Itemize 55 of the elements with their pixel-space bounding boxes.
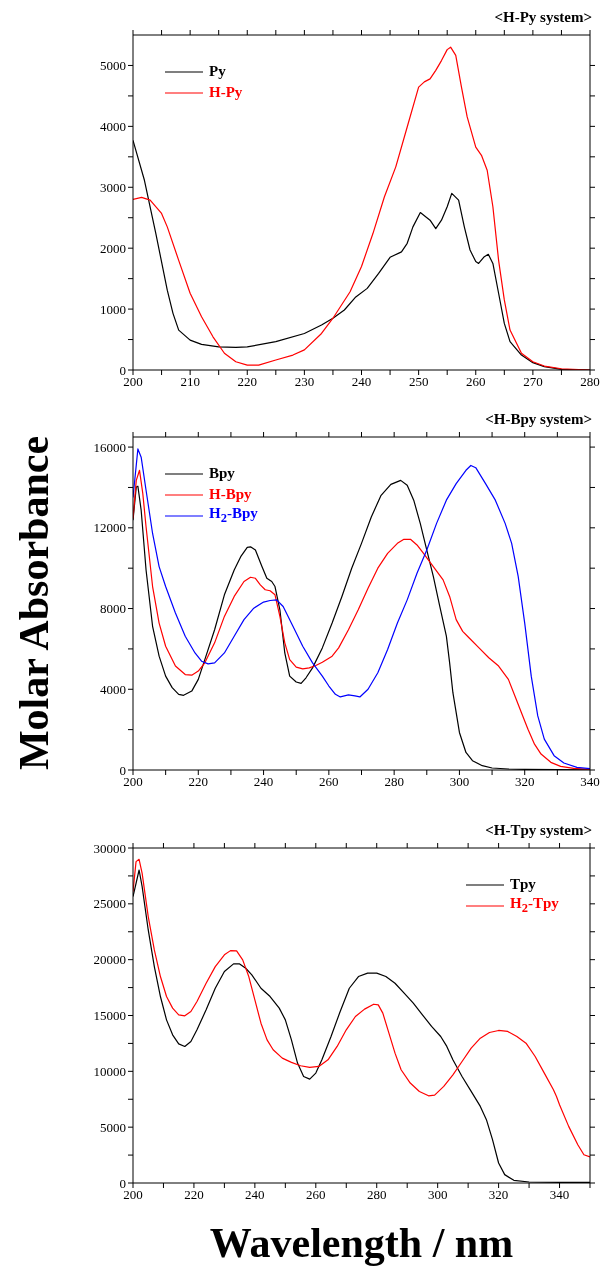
y-tick-label: 30000 [93,840,126,856]
y-tick-label: 3000 [100,179,126,195]
chart-title: <H-Bpy system> [485,411,592,428]
y-tick-label: 5000 [100,1119,126,1135]
y-tick-label: 25000 [93,896,126,912]
y-tick-label: 20000 [93,952,126,968]
y-tick-label: 0 [119,762,126,778]
x-tick-label: 320 [488,1187,509,1203]
x-tick-label: 200 [123,1187,143,1203]
y-tick-label: 8000 [100,601,126,617]
x-tick-label: 270 [523,374,543,390]
x-tick-label: 340 [549,1187,570,1203]
chart-title: <H-Tpy system> [485,822,592,839]
legend-label: H$_{2}$-Tpy [510,895,559,916]
y-tick-label: 0 [119,1175,126,1191]
x-tick-label: 220 [188,774,209,790]
x-tick-label: 260 [466,374,486,390]
y-tick-label: 1000 [100,301,126,317]
x-tick-label: 240 [351,374,372,390]
x-tick-label: 300 [427,1187,448,1203]
x-tick-label: 300 [449,774,470,790]
y-tick-label: 5000 [100,58,126,74]
x-tick-label: 280 [384,774,404,790]
chart-title: <H-Py system> [494,9,592,26]
x-tick-label: 340 [580,774,600,790]
legend-label: Bpy [209,465,235,482]
y-tick-label: 0 [119,362,126,378]
legend-label: H$_{2}$-Bpy [209,505,258,526]
y-axis-title: Molar Absorbance [10,435,58,770]
x-tick-label: 240 [253,774,274,790]
x-tick-label: 200 [123,374,143,390]
x-tick-label: 260 [306,1187,326,1203]
x-tick-label: 260 [319,774,339,790]
y-tick-label: 4000 [100,118,126,134]
x-tick-label: 230 [294,374,315,390]
x-tick-label: 200 [123,774,143,790]
y-tick-label: 12000 [93,520,126,536]
x-tick-label: 280 [366,1187,387,1203]
y-tick-label: 2000 [100,240,126,256]
x-tick-label: 280 [580,374,600,390]
y-tick-label: 4000 [100,681,126,697]
x-tick-label: 320 [514,774,535,790]
x-axis-title: Wavelength / nm [208,1219,515,1267]
legend-label: H-Bpy [209,486,252,503]
y-tick-label: 10000 [93,1063,126,1079]
x-tick-label: 240 [245,1187,265,1203]
legend-label: Py [209,63,226,80]
x-tick-label: 220 [184,1187,204,1203]
x-tick-label: 210 [180,374,200,390]
x-tick-label: 220 [237,374,257,390]
legend-label: H-Py [209,84,243,101]
x-tick-label: 250 [408,374,429,390]
y-tick-label: 16000 [93,439,126,455]
legend-label: Tpy [510,876,536,893]
y-tick-label: 15000 [93,1008,126,1024]
